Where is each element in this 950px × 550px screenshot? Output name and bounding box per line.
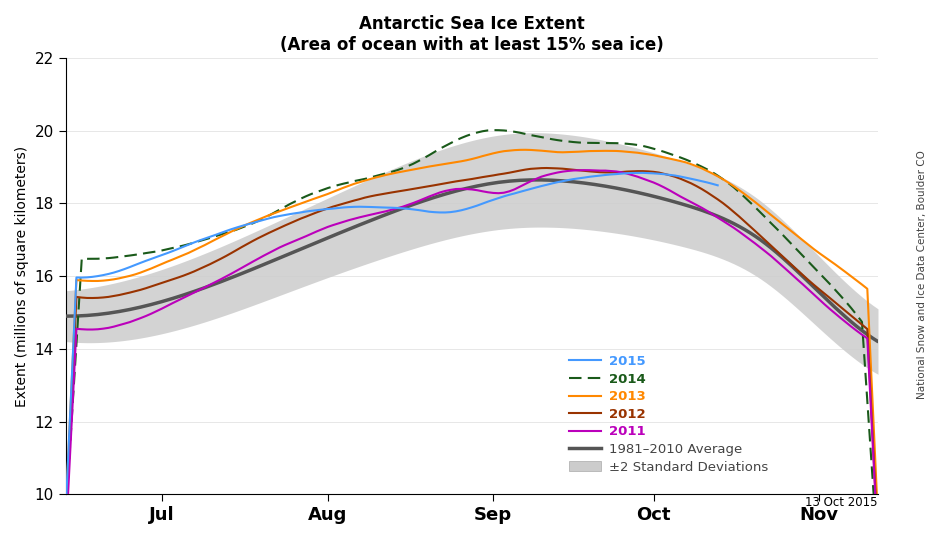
Legend: 2015, 2014, 2013, 2012, 2011, 1981–2010 Average, ±2 Standard Deviations: 2015, 2014, 2013, 2012, 2011, 1981–2010 … [563,350,774,479]
Title: Antarctic Sea Ice Extent
(Area of ocean with at least 15% sea ice): Antarctic Sea Ice Extent (Area of ocean … [280,15,664,54]
Y-axis label: Extent (millions of square kilometers): Extent (millions of square kilometers) [15,146,29,407]
Text: National Snow and Ice Data Center, Boulder CO: National Snow and Ice Data Center, Bould… [917,151,927,399]
Text: 13 Oct 2015: 13 Oct 2015 [806,496,878,509]
